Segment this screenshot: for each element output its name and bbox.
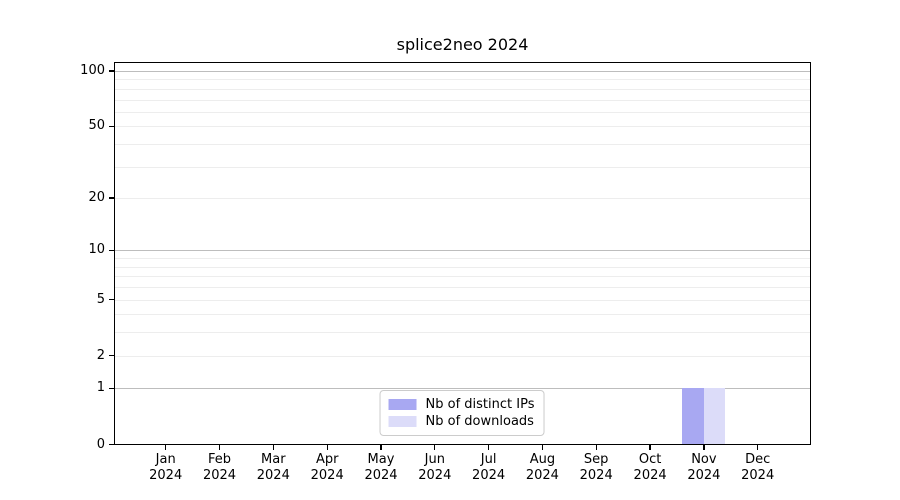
x-tick-label: May 2024 [353, 452, 409, 484]
x-tick-year: 2024 [472, 468, 506, 483]
minor-gridline [115, 126, 810, 128]
chart-title: splice2neo 2024 [396, 35, 529, 54]
minor-gridline [115, 198, 810, 200]
x-tick-month: Jun [424, 452, 445, 467]
x-tick-mark [218, 445, 221, 450]
x-tick-mark [595, 445, 597, 450]
minor-gridline [115, 166, 810, 168]
legend-label: Nb of downloads [425, 414, 534, 429]
x-tick-label: Aug 2024 [514, 452, 570, 484]
minor-gridline [115, 79, 810, 81]
y-tick-label: 50 [88, 118, 105, 134]
x-tick-label: Apr 2024 [299, 452, 355, 484]
bar-distinct-ips [682, 388, 704, 445]
x-tick-mark [380, 445, 382, 450]
minor-gridline [115, 258, 810, 260]
y-tick-label: 5 [96, 291, 105, 307]
major-gridline [115, 71, 810, 72]
bar-downloads [703, 388, 726, 445]
x-tick-month: May [367, 452, 395, 467]
x-tick-label: Sep 2024 [568, 452, 624, 484]
y-tick-label: 0 [96, 436, 105, 452]
x-tick-month: Oct [638, 452, 662, 467]
y-tick-label: 100 [80, 63, 105, 78]
y-tick-mark [109, 125, 114, 127]
x-tick-mark [487, 445, 490, 450]
x-tick-label: Jan 2024 [138, 452, 194, 484]
x-tick-label: Feb 2024 [192, 452, 248, 484]
legend-swatch-distinct-ips [388, 399, 417, 410]
y-tick-mark [109, 387, 114, 390]
legend-swatch-downloads [388, 416, 417, 427]
major-gridline [115, 388, 810, 390]
x-tick-year: 2024 [364, 468, 398, 483]
legend-row: Nb of distinct IPs [388, 396, 535, 413]
minor-gridline [115, 99, 810, 101]
minor-gridline [115, 266, 810, 268]
y-tick-label: 20 [88, 190, 105, 206]
x-tick-mark [649, 445, 651, 450]
x-tick-month: Nov [691, 452, 717, 467]
legend-row: Nb of downloads [388, 413, 535, 430]
minor-gridline [115, 144, 810, 145]
minor-gridline [115, 276, 810, 278]
legend-label: Nb of distinct IPs [425, 397, 535, 412]
minor-gridline [115, 355, 810, 357]
y-tick-label: 1 [96, 380, 105, 396]
y-tick-mark [109, 197, 114, 199]
x-tick-month: Aug [529, 452, 556, 467]
x-tick-month: Feb [207, 452, 232, 467]
major-gridline [115, 250, 810, 252]
x-tick-year: 2024 [418, 468, 452, 483]
minor-gridline [115, 88, 810, 90]
x-tick-month: Dec [745, 452, 771, 467]
x-tick-label: Oct 2024 [622, 452, 678, 484]
x-tick-mark [434, 445, 436, 450]
x-tick-year: 2024 [149, 468, 183, 483]
x-tick-year: 2024 [633, 468, 667, 483]
x-tick-mark [326, 445, 328, 450]
x-tick-mark [541, 445, 544, 450]
minor-gridline [115, 287, 810, 288]
x-tick-mark [272, 445, 274, 450]
minor-gridline [115, 111, 810, 113]
minor-gridline [115, 299, 810, 301]
y-tick-mark [109, 354, 114, 357]
minor-gridline [115, 314, 810, 316]
x-tick-label: Dec 2024 [730, 452, 786, 484]
x-tick-year: 2024 [525, 468, 559, 483]
y-tick-mark [109, 298, 114, 301]
x-tick-month: Jul [480, 452, 497, 467]
x-tick-mark [757, 445, 759, 450]
x-tick-month: Sep [583, 452, 609, 467]
y-tick-mark [109, 70, 114, 72]
x-tick-year: 2024 [310, 468, 344, 483]
y-tick-label: 10 [88, 242, 105, 258]
x-tick-month: Jan [155, 452, 176, 467]
x-tick-year: 2024 [256, 468, 290, 483]
x-tick-month: Mar [261, 452, 286, 467]
y-tick-mark [109, 443, 114, 446]
x-tick-year: 2024 [202, 468, 237, 483]
x-tick-label: Jul 2024 [461, 452, 517, 484]
x-tick-mark [703, 445, 705, 450]
x-tick-label: Jun 2024 [407, 452, 463, 484]
x-tick-label: Mar 2024 [245, 452, 301, 484]
y-tick-mark [109, 249, 114, 252]
x-tick-year: 2024 [741, 468, 775, 483]
x-tick-year: 2024 [687, 468, 721, 483]
x-tick-label: Nov 2024 [676, 452, 732, 484]
y-tick-label: 2 [96, 347, 105, 363]
minor-gridline [115, 332, 810, 334]
x-tick-month: Apr [315, 452, 339, 467]
x-tick-mark [165, 445, 167, 450]
legend: Nb of distinct IPs Nb of downloads [379, 390, 545, 436]
x-tick-year: 2024 [579, 468, 613, 483]
